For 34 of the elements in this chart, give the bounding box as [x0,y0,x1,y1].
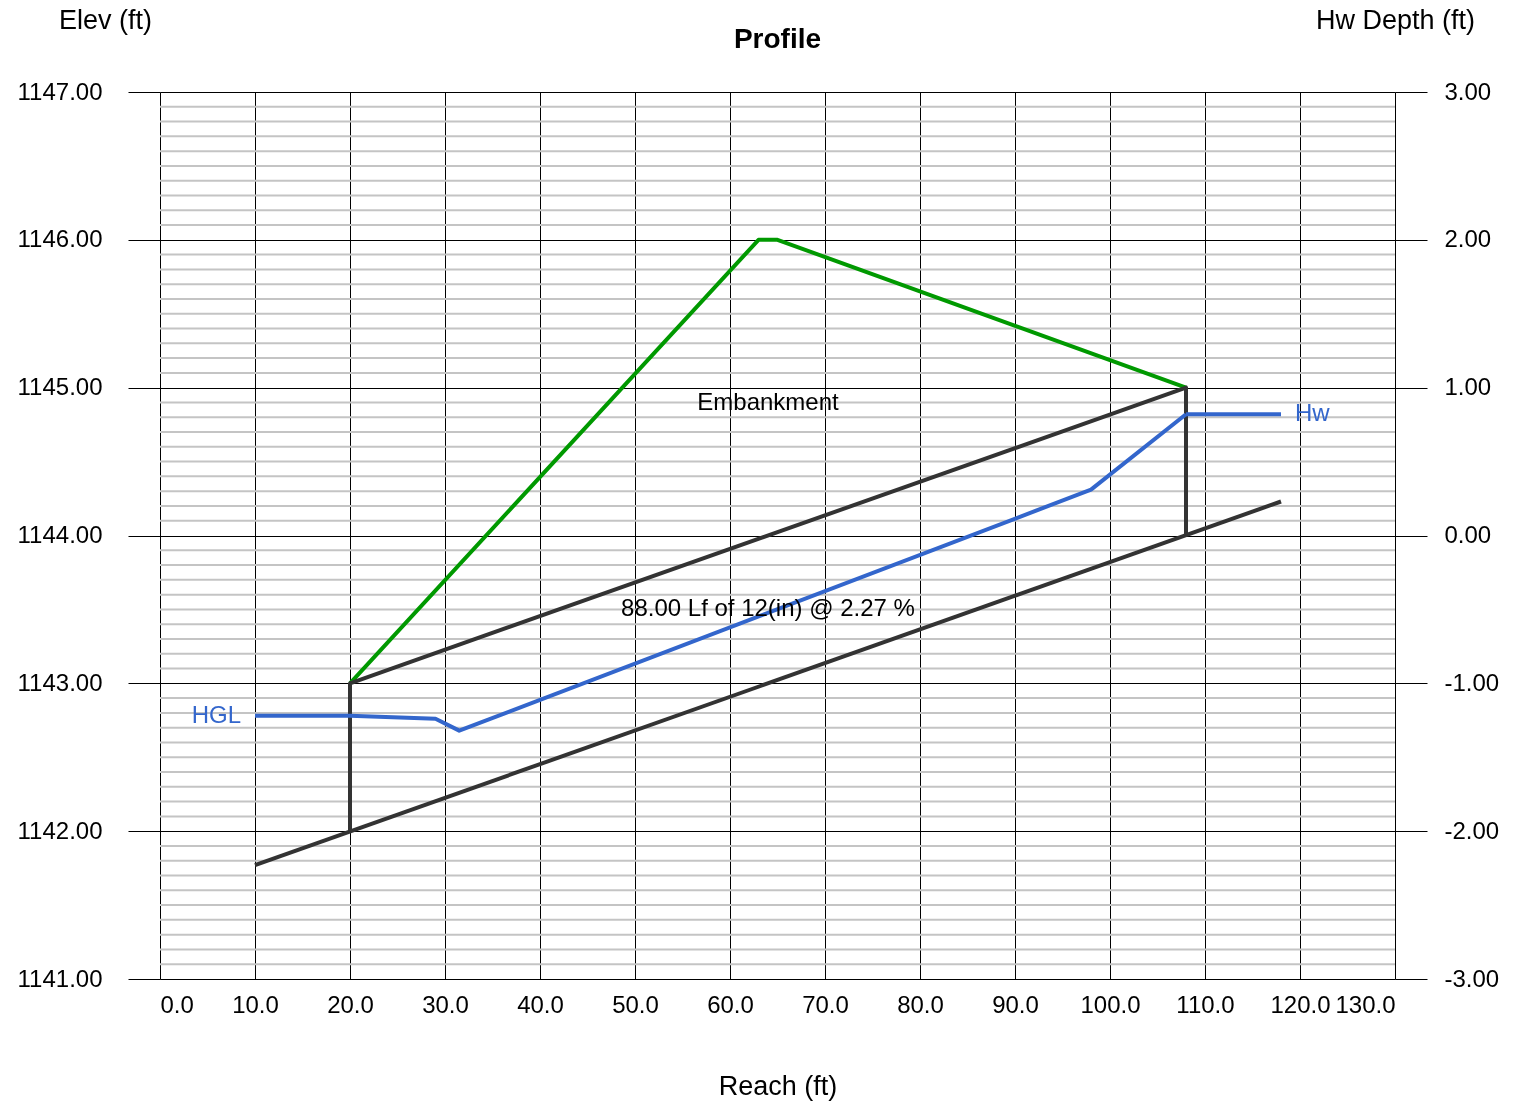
x-tick-label: 20.0 [327,990,374,1018]
x-tick-label: 90.0 [992,990,1039,1018]
y-tick-label: 1145.00 [17,373,103,401]
y2-tick-label: 0.00 [1444,521,1492,548]
x-tick-label: 50.0 [612,990,659,1018]
chart-title: Profile [733,23,822,54]
series-label: Hw [1295,399,1331,427]
y-tick-label: 1146.00 [17,225,103,253]
y2-tick-label: -2.00 [1444,816,1500,844]
y-tick-label: 1141.00 [17,964,103,992]
y-axis-title: Elev (ft) [58,4,153,35]
x-tick-label: 60.0 [707,990,754,1018]
x-tick-label: 80.0 [897,990,944,1018]
y2-tick-label: 2.00 [1444,225,1492,253]
x-tick-label: 0.0 [160,990,194,1018]
x-tick-label: 100.0 [1080,990,1141,1018]
y-tick-label: 1147.00 [17,77,103,105]
x-tick-label: 130.0 [1335,990,1396,1018]
x-tick-label: 30.0 [422,990,469,1018]
y2-axis-title: Hw Depth (ft) [1315,4,1476,35]
x-tick-label: 10.0 [232,990,279,1018]
x-tick-label: 70.0 [802,990,849,1018]
x-tick-label: 120.0 [1270,990,1331,1018]
y2-tick-label: -1.00 [1444,668,1500,696]
y-tick-label: 1144.00 [17,521,103,548]
y-tick-label: 1142.00 [17,816,103,844]
y2-tick-label: 3.00 [1444,77,1492,105]
y2-tick-label: -3.00 [1444,964,1500,992]
y2-tick-label: 1.00 [1444,373,1492,401]
x-tick-label: 40.0 [517,990,564,1018]
x-tick-label: 110.0 [1176,990,1235,1018]
x-axis-title: Reach (ft) [718,1070,838,1101]
series-label: HGL [191,700,241,728]
y-tick-label: 1143.00 [17,668,103,696]
